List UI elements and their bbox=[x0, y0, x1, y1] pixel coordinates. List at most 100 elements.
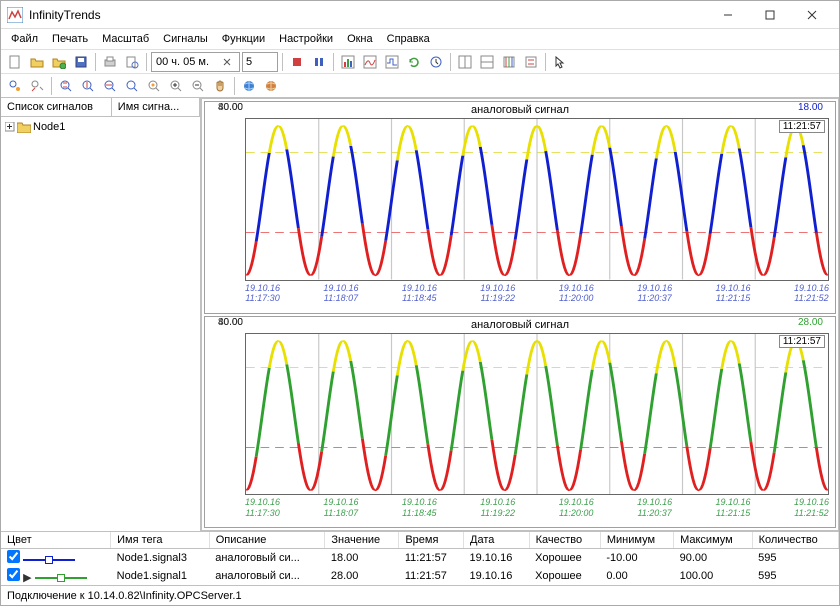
hand-icon[interactable] bbox=[210, 76, 230, 96]
zoomin-icon[interactable] bbox=[166, 76, 186, 96]
open-icon[interactable] bbox=[27, 52, 47, 72]
x-tick: 19.10.1611:17:30 bbox=[245, 283, 280, 313]
filter-icon[interactable] bbox=[521, 52, 541, 72]
globe1-icon[interactable] bbox=[239, 76, 259, 96]
menubar: ФайлПечатьМасштабСигналыФункцииНастройки… bbox=[1, 29, 839, 49]
th-Время[interactable]: Время bbox=[399, 532, 464, 549]
chart3-icon[interactable] bbox=[382, 52, 402, 72]
row-check[interactable] bbox=[7, 568, 20, 581]
signal-table: ЦветИмя тегаОписаниеЗначениеВремяДатаКач… bbox=[1, 531, 839, 585]
col-signals[interactable]: Список сигналов bbox=[1, 98, 112, 117]
menu-Файл[interactable]: Файл bbox=[5, 31, 44, 47]
menu-Сигналы[interactable]: Сигналы bbox=[157, 31, 214, 47]
menu-Справка[interactable]: Справка bbox=[381, 31, 436, 47]
grid1-icon[interactable] bbox=[455, 52, 475, 72]
x-tick: 19.10.1611:20:00 bbox=[559, 497, 594, 527]
pause-icon[interactable] bbox=[309, 52, 329, 72]
table-row[interactable]: ▶ .sig-swatch[style*='#30a030']::before{… bbox=[1, 567, 839, 585]
chart-timestamp: 11:21:57 bbox=[779, 335, 825, 348]
toolbar-zoom bbox=[1, 73, 839, 97]
menu-Масштаб[interactable]: Масштаб bbox=[96, 31, 155, 47]
status-text: Подключение к 10.14.0.82\Infinity.OPCSer… bbox=[7, 590, 242, 602]
menu-Настройки[interactable]: Настройки bbox=[273, 31, 339, 47]
refresh-icon[interactable] bbox=[404, 52, 424, 72]
save-icon[interactable] bbox=[71, 52, 91, 72]
x-tick: 19.10.1611:20:37 bbox=[637, 497, 672, 527]
chart2-icon[interactable] bbox=[360, 52, 380, 72]
th-Имя тега[interactable]: Имя тега bbox=[111, 532, 210, 549]
th-Количество[interactable]: Количество bbox=[752, 532, 838, 549]
x-tick: 19.10.1611:18:07 bbox=[323, 283, 358, 313]
zoom5-icon[interactable] bbox=[144, 76, 164, 96]
th-Максимум[interactable]: Максимум bbox=[674, 532, 753, 549]
folder-icon bbox=[17, 121, 31, 133]
tool-b-icon[interactable] bbox=[27, 76, 47, 96]
x-tick: 19.10.1611:20:00 bbox=[559, 283, 594, 313]
close-button[interactable] bbox=[791, 2, 833, 28]
menu-Окна[interactable]: Окна bbox=[341, 31, 379, 47]
window-title: InfinityTrends bbox=[29, 8, 707, 22]
x-tick: 19.10.1611:21:15 bbox=[716, 497, 751, 527]
print-icon[interactable] bbox=[100, 52, 120, 72]
value-badge: 28.00 bbox=[796, 317, 825, 328]
x-tick: 19.10.1611:21:52 bbox=[794, 497, 829, 527]
x-tick: 19.10.1611:19:22 bbox=[480, 283, 515, 313]
stop-icon[interactable] bbox=[287, 52, 307, 72]
statusbar: Подключение к 10.14.0.82\Infinity.OPCSer… bbox=[1, 585, 839, 605]
x-tick: 19.10.1611:21:15 bbox=[716, 283, 751, 313]
row-check[interactable] bbox=[7, 550, 20, 563]
zoom3-icon[interactable] bbox=[100, 76, 120, 96]
expand-icon[interactable] bbox=[5, 122, 15, 132]
zoom2-icon[interactable] bbox=[78, 76, 98, 96]
chart-title: аналоговый сигнал bbox=[471, 319, 569, 331]
x-tick: 19.10.1611:19:22 bbox=[480, 497, 515, 527]
th-Качество[interactable]: Качество bbox=[529, 532, 600, 549]
x-tick: 19.10.1611:17:30 bbox=[245, 497, 280, 527]
main-area: Список сигналов Имя сигна... Node1 анало… bbox=[1, 97, 839, 531]
x-tick: 19.10.1611:18:07 bbox=[323, 497, 358, 527]
x-tick: 19.10.1611:18:45 bbox=[402, 497, 437, 527]
tree-node[interactable]: Node1 bbox=[5, 121, 196, 133]
th-Минимум[interactable]: Минимум bbox=[600, 532, 673, 549]
chart1-icon[interactable] bbox=[338, 52, 358, 72]
clock-icon[interactable] bbox=[426, 52, 446, 72]
minimize-button[interactable] bbox=[707, 2, 749, 28]
node-label: Node1 bbox=[33, 121, 65, 133]
value-badge: 18.00 bbox=[796, 102, 825, 113]
th-Значение[interactable]: Значение bbox=[325, 532, 399, 549]
th-Описание[interactable]: Описание bbox=[209, 532, 325, 549]
menu-Печать[interactable]: Печать bbox=[46, 31, 94, 47]
open2-icon[interactable] bbox=[49, 52, 69, 72]
zoom1-icon[interactable] bbox=[56, 76, 76, 96]
toolbar-main: 00 ч. 05 м. bbox=[1, 49, 839, 73]
x-tick: 19.10.1611:18:45 bbox=[402, 283, 437, 313]
zoomout-icon[interactable] bbox=[188, 76, 208, 96]
app-icon bbox=[7, 7, 23, 23]
col-signame[interactable]: Имя сигна... bbox=[112, 98, 200, 117]
zoom4-icon[interactable] bbox=[122, 76, 142, 96]
chart-timestamp: 11:21:57 bbox=[779, 120, 825, 133]
tool-a-icon[interactable] bbox=[5, 76, 25, 96]
signal-tree[interactable]: Node1 bbox=[1, 117, 200, 531]
grid2-icon[interactable] bbox=[477, 52, 497, 72]
settings-icon[interactable] bbox=[499, 52, 519, 72]
table-row[interactable]: .sig-swatch[style*='#1020d0']::before{bo… bbox=[1, 549, 839, 568]
cursor-icon[interactable] bbox=[550, 52, 570, 72]
new-icon[interactable] bbox=[5, 52, 25, 72]
maximize-button[interactable] bbox=[749, 2, 791, 28]
th-Цвет[interactable]: Цвет bbox=[1, 532, 111, 549]
chart-top[interactable]: аналоговый сигнал11:21:570.0040.0080.001… bbox=[204, 101, 836, 314]
globe2-icon[interactable] bbox=[261, 76, 281, 96]
sidebar-header: Список сигналов Имя сигна... bbox=[1, 98, 200, 117]
titlebar: InfinityTrends bbox=[1, 1, 839, 29]
preview-icon[interactable] bbox=[122, 52, 142, 72]
x-tick: 19.10.1611:21:52 bbox=[794, 283, 829, 313]
sidebar: Список сигналов Имя сигна... Node1 bbox=[1, 98, 201, 531]
menu-Функции[interactable]: Функции bbox=[216, 31, 271, 47]
spin-input[interactable] bbox=[242, 52, 278, 72]
chart-title: аналоговый сигнал bbox=[471, 104, 569, 116]
time-range-input[interactable]: 00 ч. 05 м. bbox=[151, 52, 240, 72]
chart-panel: аналоговый сигнал11:21:570.0040.0080.001… bbox=[201, 98, 839, 531]
chart-bottom[interactable]: аналоговый сигнал11:21:570.0040.0080.002… bbox=[204, 316, 836, 529]
th-Дата[interactable]: Дата bbox=[464, 532, 530, 549]
